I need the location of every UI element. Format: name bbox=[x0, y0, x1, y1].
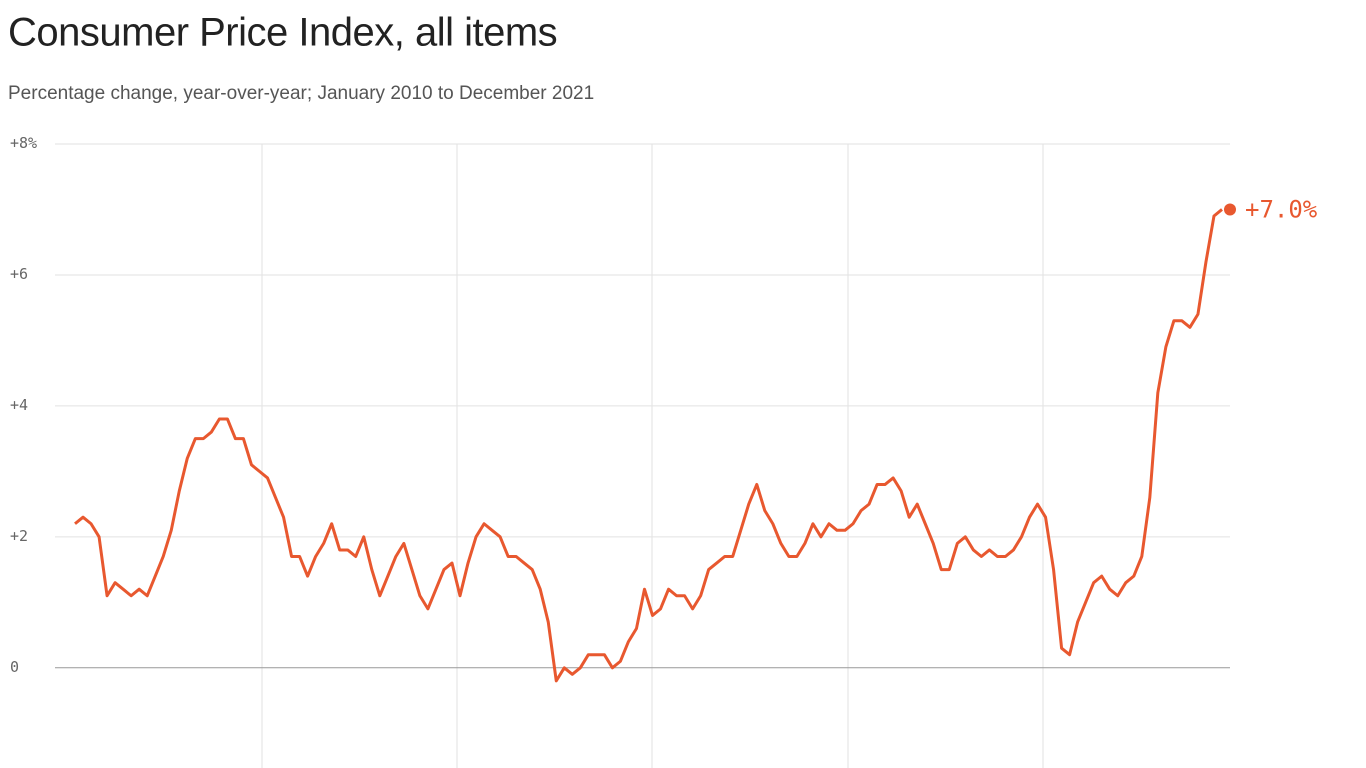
end-point bbox=[1224, 203, 1236, 216]
y-tick-label: +2 bbox=[10, 527, 28, 545]
y-tick-label: +8% bbox=[10, 134, 37, 152]
chart-title: Consumer Price Index, all items bbox=[8, 11, 557, 55]
y-tick-label: +4 bbox=[10, 396, 28, 414]
y-tick-label: +6 bbox=[10, 265, 28, 283]
vertical-grid bbox=[261, 144, 1044, 768]
y-tick-label: 0 bbox=[10, 658, 19, 676]
chart-subtitle: Percentage change, year-over-year; Janua… bbox=[8, 83, 594, 104]
cpi-line bbox=[74, 208, 1223, 683]
end-label: +7.0% bbox=[1245, 195, 1318, 223]
